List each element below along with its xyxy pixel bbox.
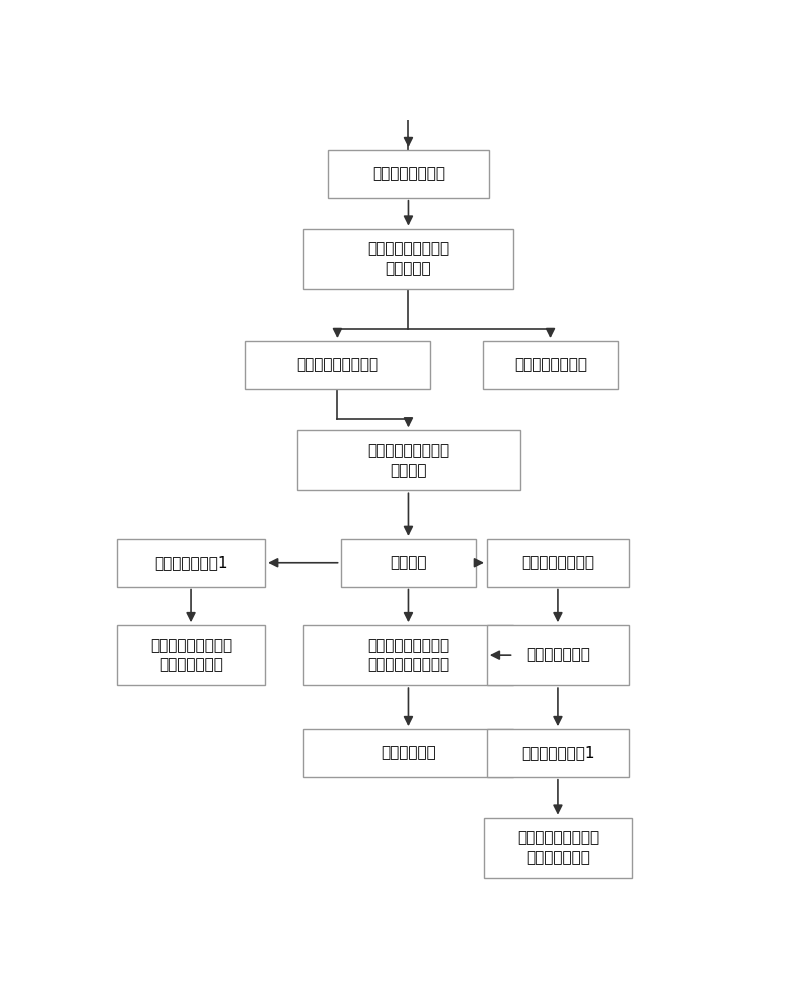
FancyBboxPatch shape	[484, 818, 632, 878]
FancyBboxPatch shape	[340, 539, 477, 587]
Text: 延时继电器动作标称
值与计时时间作比较: 延时继电器动作标称 值与计时时间作比较	[367, 638, 450, 673]
FancyBboxPatch shape	[304, 229, 513, 289]
FancyBboxPatch shape	[304, 625, 513, 685]
FancyBboxPatch shape	[117, 539, 265, 587]
Text: 触点动作: 触点动作	[391, 555, 426, 570]
Text: 采集辅助继电器触点
动作信号: 采集辅助继电器触点 动作信号	[367, 443, 450, 478]
Text: 第二计数单元加1: 第二计数单元加1	[521, 745, 595, 760]
FancyBboxPatch shape	[245, 341, 430, 389]
Text: 比较结果合格: 比较结果合格	[381, 745, 436, 760]
Text: 延时继电器开始延时: 延时继电器开始延时	[296, 357, 379, 372]
Text: 计时单元停止计时: 计时单元停止计时	[521, 555, 595, 570]
Text: 第一计数单元加1: 第一计数单元加1	[155, 555, 228, 570]
Text: 比较结果不合格: 比较结果不合格	[526, 648, 590, 663]
FancyBboxPatch shape	[328, 150, 489, 198]
Text: 方波驱动信号向延时
继电器输出: 方波驱动信号向延时 继电器输出	[367, 241, 450, 276]
FancyBboxPatch shape	[482, 341, 618, 389]
Text: 计时单元同时计时: 计时单元同时计时	[514, 357, 587, 372]
Text: 达到预设次数后延时
继电器停止动作: 达到预设次数后延时 继电器停止动作	[150, 638, 232, 673]
FancyBboxPatch shape	[487, 539, 629, 587]
Text: 产生方波驱动信号: 产生方波驱动信号	[372, 166, 445, 181]
FancyBboxPatch shape	[487, 625, 629, 685]
FancyBboxPatch shape	[297, 430, 520, 490]
FancyBboxPatch shape	[304, 729, 513, 777]
FancyBboxPatch shape	[117, 625, 265, 685]
FancyBboxPatch shape	[487, 729, 629, 777]
Text: 达到预设次数后延时
继电器停止动作: 达到预设次数后延时 继电器停止动作	[517, 830, 599, 865]
